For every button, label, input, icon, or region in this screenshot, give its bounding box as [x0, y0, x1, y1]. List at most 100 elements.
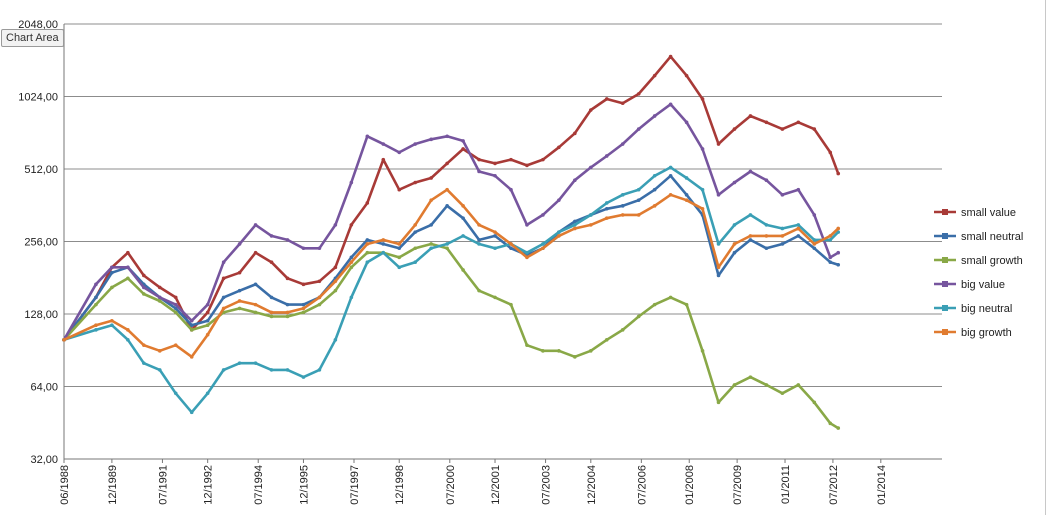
- data-point: [173, 310, 178, 315]
- y-tick-label: 32,00: [30, 454, 58, 466]
- data-point: [253, 223, 258, 227]
- data-point: [620, 328, 625, 332]
- data-point: [126, 328, 130, 332]
- data-point: [173, 295, 178, 300]
- data-point: [157, 368, 162, 372]
- y-tick-label: 1024,00: [18, 92, 58, 104]
- data-point: [173, 302, 178, 307]
- data-point: [189, 410, 194, 415]
- data-point: [126, 338, 130, 342]
- series-line-big-neutral: [62, 166, 840, 414]
- data-point: [525, 163, 529, 168]
- data-point: [365, 134, 370, 139]
- x-tick-label: 12/1989: [107, 465, 119, 505]
- data-point: [221, 368, 226, 372]
- data-point: [668, 54, 673, 59]
- data-point: [157, 299, 162, 303]
- data-point: [110, 285, 114, 290]
- y-tick-label: 512,00: [24, 164, 58, 176]
- data-point: [525, 343, 529, 347]
- legend-marker: [942, 305, 948, 311]
- data-point: [237, 270, 242, 275]
- data-point: [333, 223, 338, 227]
- data-point: [189, 318, 194, 323]
- data-point: [828, 260, 833, 265]
- data-point: [142, 361, 146, 365]
- data-point: [477, 157, 481, 162]
- data-point: [748, 375, 753, 379]
- data-point: [365, 238, 370, 242]
- data-point: [285, 276, 290, 281]
- data-point: [700, 206, 705, 211]
- data-point: [189, 355, 194, 359]
- data-point: [812, 246, 817, 251]
- data-point: [700, 97, 705, 101]
- data-point: [349, 295, 354, 300]
- data-point: [836, 226, 841, 231]
- data-point: [525, 255, 529, 260]
- data-point: [237, 242, 242, 246]
- data-point: [445, 242, 449, 246]
- data-point: [620, 142, 625, 146]
- data-point: [652, 302, 657, 307]
- data-point: [812, 238, 817, 242]
- legend-label: small neutral: [961, 231, 1023, 243]
- data-point: [126, 265, 130, 270]
- data-point: [445, 246, 449, 251]
- data-point: [253, 310, 258, 315]
- legend-marker: [942, 257, 948, 263]
- data-point: [700, 187, 705, 192]
- data-point: [301, 306, 306, 311]
- series-line-big-growth: [62, 188, 840, 359]
- data-point: [397, 255, 402, 260]
- data-point: [429, 223, 433, 227]
- data-point: [221, 260, 226, 265]
- data-point: [716, 142, 721, 146]
- data-point: [301, 310, 306, 315]
- data-point: [317, 295, 322, 300]
- data-point: [285, 368, 290, 372]
- data-point: [301, 282, 306, 287]
- data-point: [828, 421, 833, 426]
- data-point: [253, 302, 258, 307]
- data-point: [157, 349, 162, 353]
- data-point: [796, 187, 801, 192]
- data-point: [652, 187, 657, 192]
- data-point: [493, 173, 497, 178]
- data-point: [748, 169, 753, 174]
- data-point: [604, 201, 609, 205]
- data-point: [205, 318, 210, 323]
- data-point: [269, 260, 274, 265]
- data-point: [716, 400, 721, 405]
- legend-marker: [942, 233, 948, 239]
- data-point: [668, 193, 673, 197]
- data-point: [589, 349, 593, 353]
- data-point: [541, 242, 545, 246]
- data-point: [349, 180, 354, 185]
- data-point: [413, 230, 418, 234]
- data-point: [365, 250, 370, 255]
- data-point: [173, 343, 178, 347]
- data-point: [828, 238, 833, 242]
- gridlines: [63, 23, 942, 460]
- data-point: [732, 223, 737, 227]
- data-point: [429, 198, 433, 202]
- x-tick-label: 01/2011: [780, 465, 792, 504]
- data-point: [796, 234, 801, 238]
- data-point: [828, 255, 833, 260]
- data-point: [620, 204, 625, 208]
- data-point: [668, 102, 673, 107]
- data-point: [732, 242, 737, 246]
- data-point: [142, 343, 146, 347]
- data-point: [333, 265, 338, 270]
- data-point: [636, 92, 641, 96]
- data-point: [509, 242, 513, 246]
- data-point: [652, 73, 657, 78]
- legend-marker: [942, 281, 948, 287]
- data-point: [636, 127, 641, 131]
- x-tick-label: 07/2006: [636, 465, 648, 505]
- data-point: [301, 246, 306, 251]
- data-point: [780, 234, 785, 238]
